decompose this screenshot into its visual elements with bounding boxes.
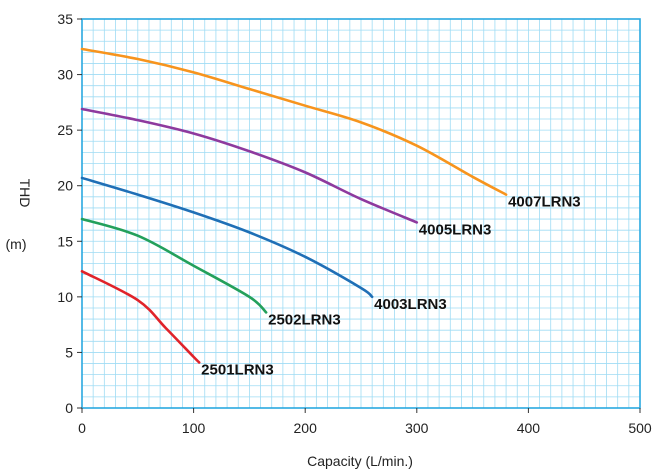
y-tick-label: 10 <box>57 289 73 305</box>
series-lines <box>80 47 508 364</box>
x-tick-label: 0 <box>78 420 86 436</box>
y-tick-label: 0 <box>65 400 73 416</box>
series-line-2501lrn3 <box>80 269 201 364</box>
x-tick-label: 500 <box>628 420 652 436</box>
series-line-4003lrn3 <box>80 176 374 299</box>
series-line-2502lrn3 <box>80 217 268 314</box>
y-tick-label: 30 <box>57 67 73 83</box>
series-label-4003lrn3: 4003LRN3 <box>374 296 447 313</box>
series-label-4007lrn3: 4007LRN3 <box>508 194 581 211</box>
x-tick-label: 400 <box>517 420 541 436</box>
plot-frame <box>81 18 641 409</box>
y-tick-label: 35 <box>57 11 73 27</box>
series-label-2502lrn3: 2502LRN3 <box>268 311 341 328</box>
y-tick-label: 20 <box>57 178 73 194</box>
y-axis-unit: (m) <box>6 236 27 252</box>
x-tick-label: 300 <box>405 420 429 436</box>
y-axis-title: THD <box>17 179 33 208</box>
series-line-4007lrn3 <box>80 47 508 196</box>
grid <box>81 18 641 409</box>
series-label-4005lrn3: 4005LRN3 <box>419 221 492 238</box>
y-tick-label: 5 <box>65 344 73 360</box>
y-tick-label: 15 <box>57 233 73 249</box>
x-tick-label: 200 <box>294 420 318 436</box>
series-labels: 4007LRN3 4005LRN3 4003LRN3 2502LRN3 2501LRN3 <box>201 194 580 379</box>
series-label-2501lrn3: 2501LRN3 <box>201 361 274 378</box>
y-tick-label: 25 <box>57 122 73 138</box>
x-axis-title: Capacity (L/min.) <box>307 453 413 469</box>
x-tick-label: 100 <box>182 420 206 436</box>
series-line-4005lrn3 <box>80 107 419 224</box>
axes: 0 100 200 300 400 500 0 5 10 15 20 25 30 35 <box>57 11 651 436</box>
